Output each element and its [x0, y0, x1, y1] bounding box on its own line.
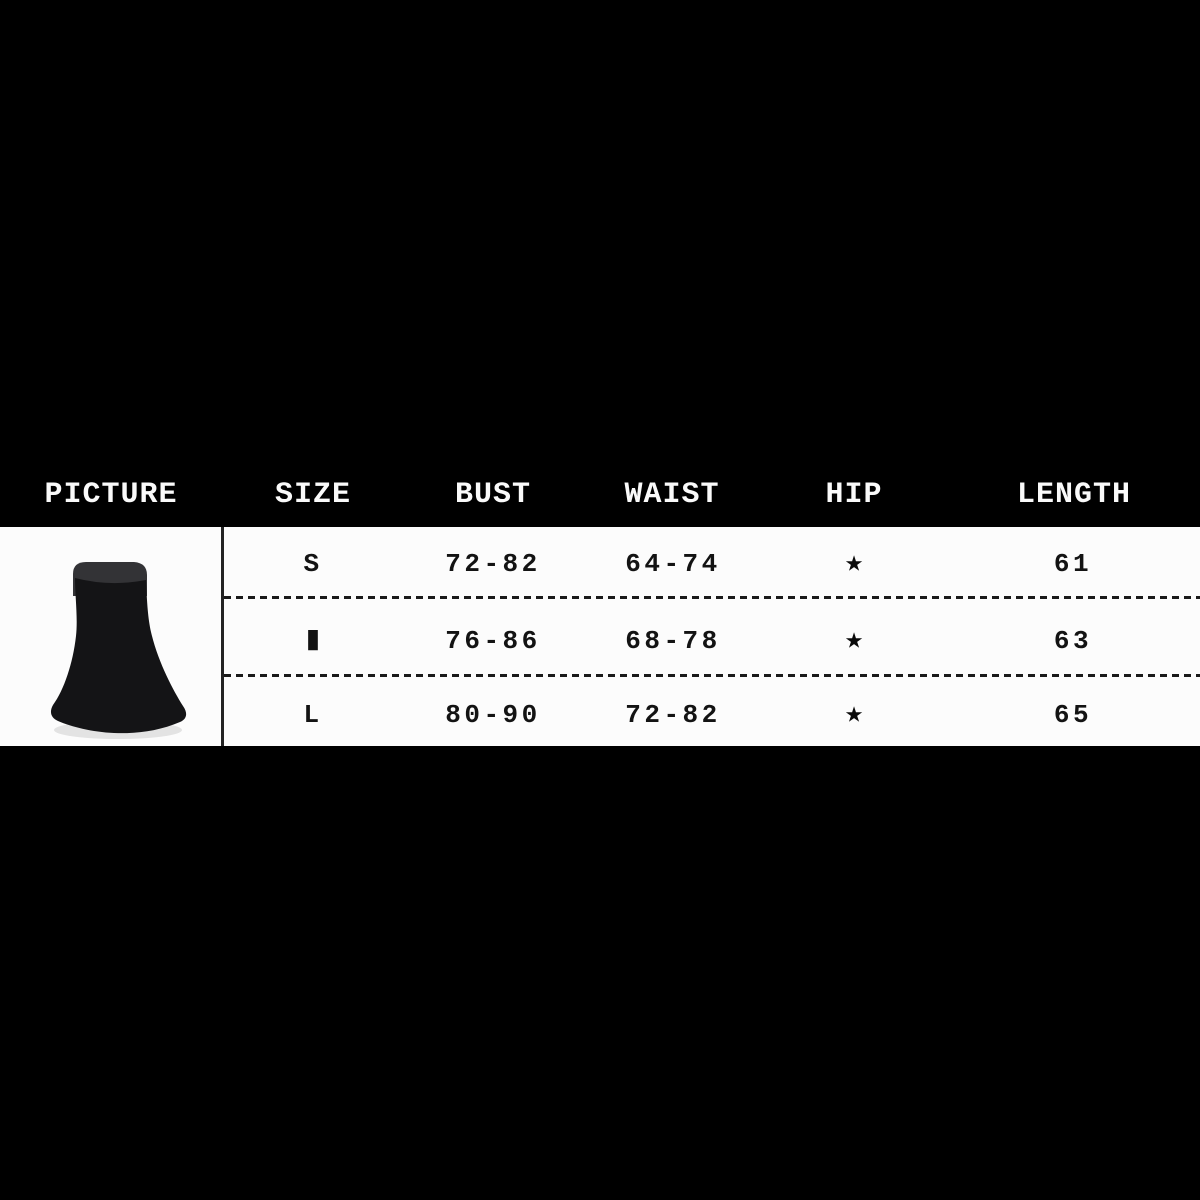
size-cell: ▮: [302, 622, 324, 660]
star-icon: ★: [844, 698, 864, 732]
row-separator: [224, 674, 1200, 677]
header-size: SIZE: [274, 478, 352, 512]
header-picture: PICTURE: [44, 478, 178, 512]
header-waist: WAIST: [624, 478, 720, 512]
header-bust: BUST: [454, 478, 532, 512]
length-cell: 63: [1053, 626, 1093, 656]
bust-cell: 80-90: [445, 700, 541, 730]
product-photo-dress: [50, 562, 187, 739]
bust-cell: 72-82: [445, 549, 541, 579]
length-cell: 61: [1053, 549, 1093, 579]
waist-cell: 72-82: [625, 700, 721, 730]
table-body-band: [0, 527, 1200, 746]
length-cell: 65: [1053, 700, 1093, 730]
star-icon: ★: [844, 547, 864, 581]
row-separator: [224, 596, 1200, 599]
waist-cell: 64-74: [625, 549, 721, 579]
size-cell: S: [303, 549, 323, 579]
star-icon: ★: [844, 624, 864, 658]
header-hip: HIP: [825, 478, 883, 512]
dress-body: [50, 578, 187, 734]
picture-column-divider: [221, 527, 224, 746]
size-cell: L: [303, 700, 323, 730]
header-length: LENGTH: [1016, 478, 1132, 512]
bust-cell: 76-86: [445, 626, 541, 656]
waist-cell: 68-78: [625, 626, 721, 656]
